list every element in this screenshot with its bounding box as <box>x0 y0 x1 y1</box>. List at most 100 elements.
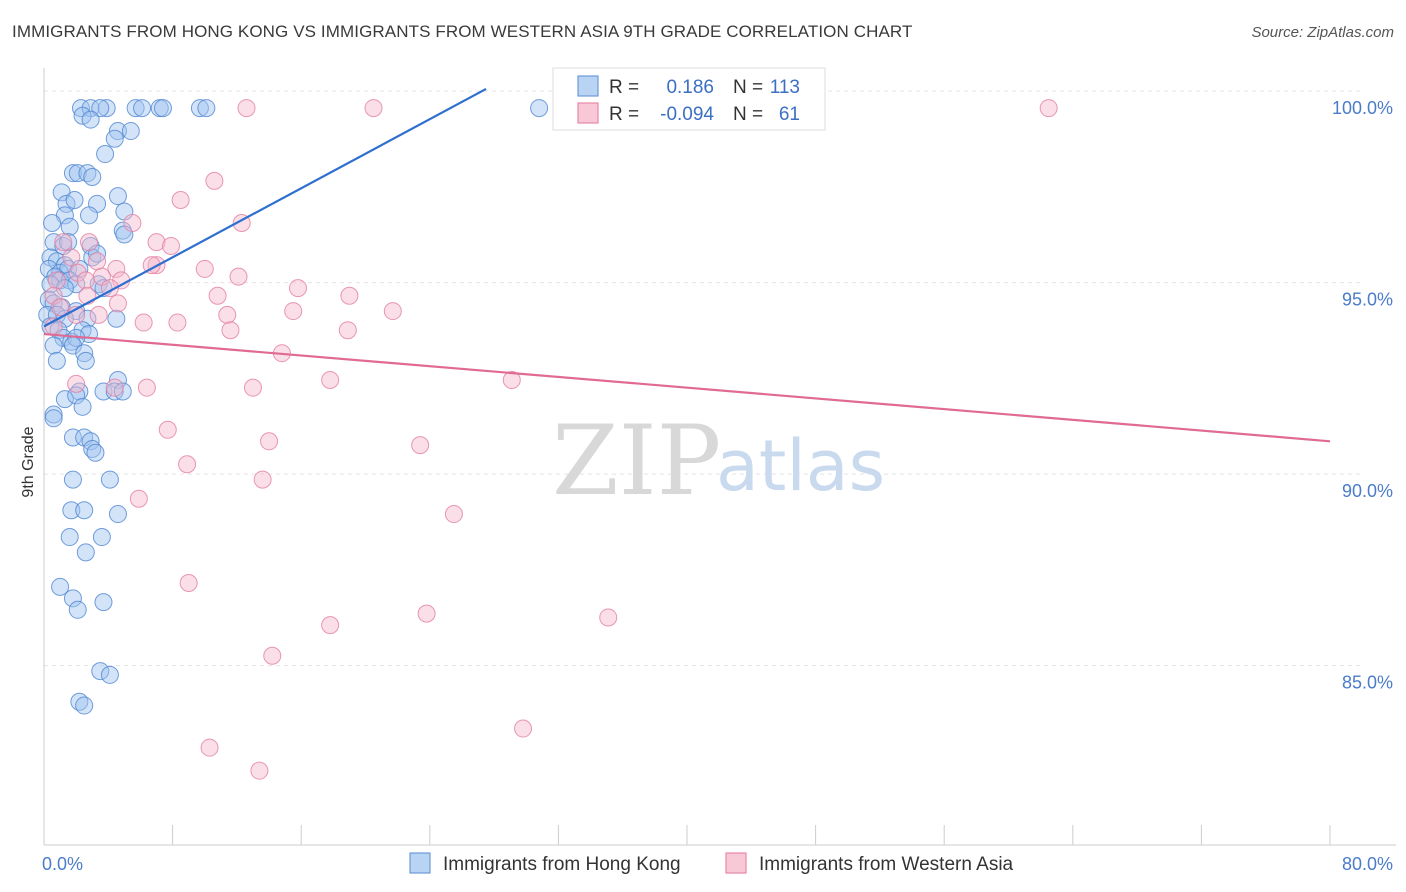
point-western-asia <box>502 371 521 390</box>
point-hong-kong <box>47 351 66 370</box>
point-western-asia <box>107 259 126 278</box>
point-western-asia <box>108 294 127 313</box>
legend-swatch-western-asia <box>577 102 599 124</box>
point-hong-kong <box>71 99 90 118</box>
legend-r-label: R = <box>609 104 639 125</box>
legend-n-label: N = <box>733 104 763 125</box>
point-western-asia <box>168 313 187 332</box>
point-hong-kong <box>73 397 92 416</box>
point-hong-kong <box>108 187 127 206</box>
point-western-asia <box>340 286 359 305</box>
watermark: ZIP atlas <box>552 405 885 517</box>
point-hong-kong <box>63 589 82 608</box>
point-hong-kong <box>63 164 82 183</box>
tick-labels: 100.0% 95.0% 90.0% 85.0% 0.0% 80.0% <box>42 98 1393 874</box>
stats-legend: R = 0.186 N = 113 R = -0.094 N = 61 <box>552 67 826 131</box>
point-hong-kong <box>126 99 145 118</box>
point-hong-kong <box>197 99 216 118</box>
point-western-asia <box>161 236 180 255</box>
point-hong-kong <box>81 110 100 129</box>
point-western-asia <box>321 371 340 390</box>
point-western-asia <box>67 374 86 393</box>
point-hong-kong <box>60 217 79 236</box>
legend-r-value: 0.186 <box>666 77 714 98</box>
point-hong-kong <box>530 99 549 118</box>
point-hong-kong <box>62 501 81 520</box>
point-western-asia <box>599 608 618 627</box>
point-western-asia <box>229 267 248 286</box>
point-hong-kong <box>81 432 100 451</box>
point-western-asia <box>171 190 190 209</box>
point-hong-kong <box>65 190 84 209</box>
point-western-asia <box>51 298 70 317</box>
point-hong-kong <box>43 213 62 232</box>
point-western-asia <box>78 286 97 305</box>
point-hong-kong <box>108 505 127 524</box>
point-western-asia <box>89 305 108 324</box>
point-western-asia <box>237 99 256 118</box>
point-western-asia <box>243 378 262 397</box>
legend-swatch-western-asia <box>725 852 747 874</box>
legend-series-western-asia: Immigrants from Western Asia <box>759 854 1014 875</box>
watermark-zip: ZIP <box>552 405 721 517</box>
x-tick-label: 0.0% <box>42 854 83 874</box>
point-hong-kong <box>107 309 126 328</box>
point-hong-kong <box>76 351 95 370</box>
point-western-asia <box>134 313 153 332</box>
point-hong-kong <box>100 470 119 489</box>
watermark-atlas: atlas <box>716 425 885 507</box>
data-points <box>38 99 1058 780</box>
point-hong-kong <box>75 696 94 715</box>
point-hong-kong <box>190 99 209 118</box>
y-tick-label: 90.0% <box>1342 481 1393 501</box>
point-western-asia <box>105 378 124 397</box>
point-hong-kong <box>68 600 87 619</box>
point-western-asia <box>253 470 272 489</box>
point-western-asia <box>321 616 340 635</box>
point-hong-kong <box>76 543 95 562</box>
point-hong-kong <box>44 336 63 355</box>
point-western-asia <box>88 252 107 271</box>
point-hong-kong <box>51 577 70 596</box>
point-hong-kong <box>153 99 172 118</box>
legend-series-hong-kong: Immigrants from Hong Kong <box>443 854 681 875</box>
legend-r-value: -0.094 <box>660 104 714 125</box>
point-hong-kong <box>100 665 119 684</box>
point-hong-kong <box>121 122 140 141</box>
grid-lines <box>44 90 1360 667</box>
point-hong-kong <box>59 233 78 252</box>
point-hong-kong <box>86 443 105 462</box>
legend-n-label: N = <box>733 77 763 98</box>
point-hong-kong <box>83 168 102 187</box>
legend-swatch-hong-kong <box>409 852 431 874</box>
point-hong-kong <box>96 145 115 164</box>
point-western-asia <box>260 432 279 451</box>
y-tick-label: 85.0% <box>1342 673 1393 693</box>
chart-title: IMMIGRANTS FROM HONG KONG VS IMMIGRANTS … <box>12 22 913 41</box>
point-hong-kong <box>44 233 63 252</box>
point-western-asia <box>178 455 197 474</box>
point-western-asia <box>195 259 214 278</box>
point-western-asia <box>147 233 166 252</box>
source-label: Source: ZipAtlas.com <box>1251 24 1394 41</box>
point-western-asia <box>284 302 303 321</box>
point-western-asia <box>288 279 307 298</box>
point-hong-kong <box>92 528 111 547</box>
point-western-asia <box>137 378 156 397</box>
point-hong-kong <box>91 99 110 118</box>
point-hong-kong <box>80 206 99 225</box>
point-hong-kong <box>55 390 74 409</box>
point-hong-kong <box>91 662 110 681</box>
y-tick-label: 100.0% <box>1332 98 1393 118</box>
legend-r-label: R = <box>609 77 639 98</box>
point-western-asia <box>218 305 237 324</box>
axes <box>43 68 1396 846</box>
point-hong-kong <box>44 405 63 424</box>
point-western-asia <box>158 420 177 439</box>
point-western-asia <box>129 489 148 508</box>
point-western-asia <box>47 271 66 290</box>
y-axis-label: 9th Grade <box>20 426 37 497</box>
point-western-asia <box>1039 99 1058 118</box>
series-legend: Immigrants from Hong Kong Immigrants fro… <box>409 852 1014 875</box>
